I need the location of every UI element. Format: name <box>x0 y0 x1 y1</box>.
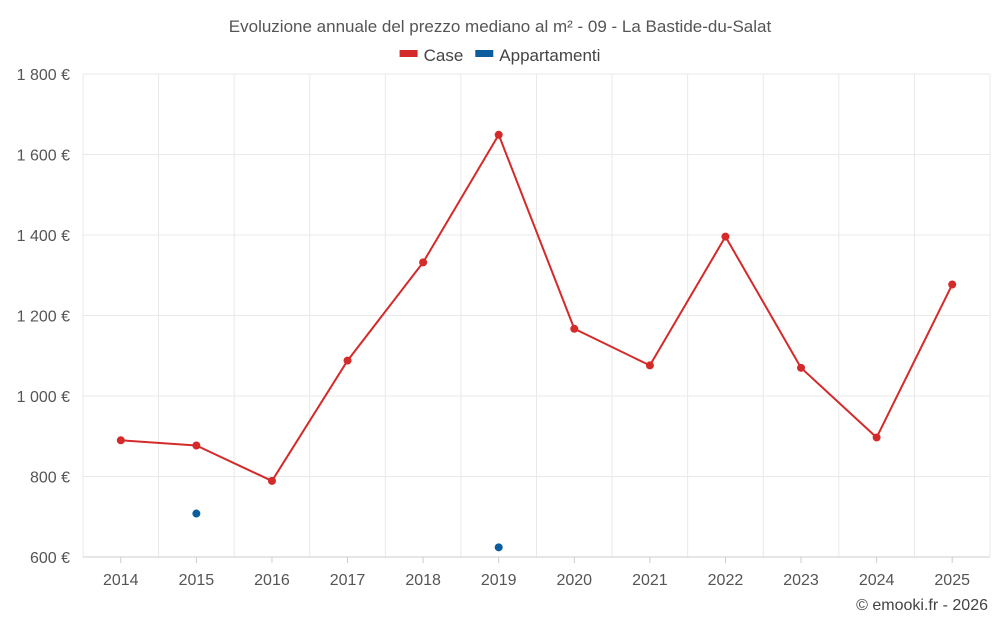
x-tick-label: 2016 <box>254 572 290 589</box>
credit-text: © emooki.fr - 2026 <box>856 597 988 614</box>
x-tick-label: 2015 <box>179 572 215 589</box>
x-tick-label: 2018 <box>405 572 441 589</box>
data-point-case <box>570 324 579 333</box>
data-point-case <box>797 363 806 372</box>
x-tick-label: 2017 <box>330 572 366 589</box>
data-point-case <box>494 130 503 139</box>
x-tick-label: 2019 <box>481 572 517 589</box>
x-tick-label: 2022 <box>708 572 744 589</box>
y-tick-label: 1 400 € <box>17 228 70 245</box>
grid <box>82 73 991 557</box>
legend-label: Appartamenti <box>499 46 600 65</box>
legend-swatch <box>399 50 418 57</box>
data-point-appartamenti <box>494 543 503 552</box>
y-tick-label: 1 000 € <box>17 389 70 406</box>
y-tick-label: 1 800 € <box>17 67 70 84</box>
data-point-case <box>721 232 730 241</box>
axes: 600 € 800 € 1 000 € 1 200 € 1 400 € 1 600 € 1 … <box>17 67 990 589</box>
data-point-case <box>872 433 881 442</box>
legend-label: Case <box>424 46 464 65</box>
data-point-case <box>267 476 276 485</box>
x-tick-label: 2021 <box>632 572 668 589</box>
x-tick-label: 2020 <box>556 572 592 589</box>
data-point-appartamenti <box>192 509 201 518</box>
data-point-case <box>645 361 654 370</box>
y-tick-label: 1 600 € <box>17 148 70 165</box>
data-point-case <box>192 441 201 450</box>
data-point-case <box>419 258 428 267</box>
y-tick-label: 600 € <box>30 550 70 567</box>
legend-item-appartamenti: Appartamenti <box>475 46 600 65</box>
x-tick-label: 2024 <box>859 572 895 589</box>
legend-swatch <box>475 50 494 57</box>
data-point-case <box>343 356 352 365</box>
data-point-case <box>116 436 125 445</box>
data-point-case <box>948 280 957 289</box>
chart-title: Evoluzione annuale del prezzo mediano al… <box>229 17 772 36</box>
legend-item-case: Case <box>399 46 464 65</box>
x-tick-label: 2014 <box>103 572 139 589</box>
y-tick-label: 1 200 € <box>17 309 70 326</box>
legend: Case Appartamenti <box>399 46 600 65</box>
series-layer <box>116 130 957 552</box>
series-line-case <box>120 133 954 482</box>
x-tick-label: 2025 <box>934 572 970 589</box>
x-tick-label: 2023 <box>783 572 819 589</box>
y-tick-label: 800 € <box>30 470 70 487</box>
